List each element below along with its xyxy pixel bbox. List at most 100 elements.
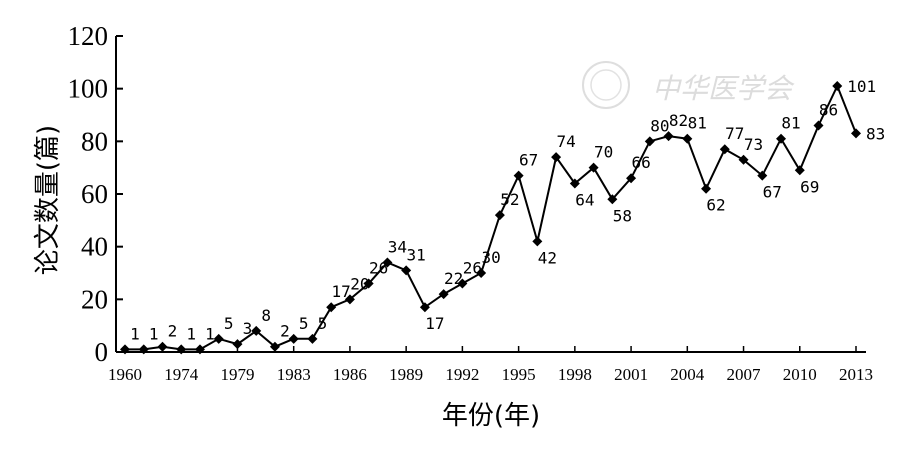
data-point-marker	[251, 325, 262, 336]
y-tick-label: 60	[81, 179, 108, 209]
x-tick-label: 1992	[445, 365, 479, 384]
data-label: 64	[575, 190, 594, 209]
data-point-marker	[569, 178, 580, 189]
data-label: 42	[538, 248, 557, 267]
data-point-marker	[382, 257, 393, 268]
data-label: 31	[407, 245, 426, 264]
data-point-marker	[269, 341, 280, 352]
data-label: 2	[280, 322, 290, 341]
data-point-marker	[457, 278, 468, 289]
data-point-marker	[232, 339, 243, 350]
data-point-marker	[738, 154, 749, 165]
data-point-marker	[701, 183, 712, 194]
data-point-marker	[307, 333, 318, 344]
data-label: 34	[388, 237, 407, 256]
data-label: 67	[519, 151, 538, 170]
y-tick-label: 40	[81, 232, 108, 262]
data-label: 81	[688, 114, 707, 133]
data-point-marker	[588, 162, 599, 173]
data-point-marker	[419, 302, 430, 313]
x-tick-label: 1995	[502, 365, 536, 384]
data-point-marker	[438, 289, 449, 300]
data-point-marker	[626, 173, 637, 184]
data-label: 5	[224, 314, 234, 333]
data-point-marker	[157, 341, 168, 352]
data-label: 2	[168, 322, 178, 341]
data-point-marker	[551, 152, 562, 163]
y-tick-label: 0	[95, 337, 109, 367]
data-point-marker	[344, 294, 355, 305]
data-label: 80	[650, 116, 669, 135]
x-tick-label: 1986	[333, 365, 367, 384]
data-point-marker	[813, 120, 824, 131]
y-tick-label: 20	[81, 284, 108, 314]
data-label: 26	[369, 259, 388, 278]
data-point-marker	[719, 144, 730, 155]
data-point-marker	[663, 131, 674, 142]
data-label: 20	[350, 274, 369, 293]
series-markers	[120, 81, 861, 355]
y-axis-ticks: 0 20 40 60 80 100 120	[68, 21, 123, 367]
data-point-marker	[194, 344, 205, 355]
data-label: 73	[744, 135, 763, 154]
data-point-marker	[794, 165, 805, 176]
x-tick-label: 2007	[727, 365, 762, 384]
data-point-marker	[532, 236, 543, 247]
data-label: 74	[556, 132, 575, 151]
data-label: 5	[318, 314, 328, 333]
data-label: 66	[631, 153, 650, 172]
watermark	[582, 61, 630, 109]
data-point-marker	[326, 302, 337, 313]
y-tick-label: 100	[68, 74, 109, 104]
x-tick-label: 1989	[389, 365, 423, 384]
data-point-marker	[644, 136, 655, 147]
series-line	[125, 83, 857, 351]
x-axis-title: 年份(年)	[442, 401, 540, 431]
data-point-marker	[513, 170, 524, 181]
data-label: 69	[800, 177, 819, 196]
x-tick-label: 1979	[220, 365, 254, 384]
data-label: 52	[500, 190, 519, 209]
x-tick-label: 2013	[839, 365, 873, 384]
data-label: 58	[613, 206, 632, 225]
data-point-marker	[476, 268, 487, 278]
data-label: 22	[444, 269, 463, 288]
data-point-marker	[176, 344, 187, 355]
data-label: 70	[594, 143, 613, 162]
y-axis-title: 论文数量(篇)	[33, 125, 63, 275]
x-tick-label: 2010	[783, 365, 817, 384]
data-label: 86	[819, 101, 838, 120]
data-label: 62	[706, 196, 725, 215]
data-label: 26	[463, 259, 482, 278]
watermark-seal-icon	[582, 61, 630, 109]
data-label: 83	[866, 124, 885, 143]
data-label: 30	[481, 248, 500, 267]
data-label: 67	[763, 183, 782, 202]
data-point-marker	[607, 194, 618, 205]
data-point-marker	[120, 344, 130, 355]
watermark-text: 中华医学会	[652, 72, 795, 105]
data-point-marker	[288, 333, 299, 344]
x-tick-label: 2004	[670, 365, 705, 384]
data-label: 81	[781, 114, 800, 133]
data-point-marker	[851, 128, 861, 139]
data-point-marker	[213, 333, 224, 344]
x-tick-label: 1960	[108, 365, 142, 384]
x-tick-label: 1974	[164, 365, 199, 384]
data-point-marker	[776, 133, 787, 144]
data-label: 3	[243, 319, 253, 338]
data-label: 5	[299, 314, 309, 333]
data-point-marker	[401, 265, 412, 276]
data-label: 1	[130, 324, 140, 343]
data-point-marker	[494, 210, 505, 221]
data-label: 82	[669, 111, 688, 130]
data-point-marker	[363, 278, 374, 289]
y-tick-label: 80	[81, 126, 108, 156]
x-tick-label: 1983	[277, 365, 311, 384]
data-label: 17	[425, 314, 444, 333]
data-label: 1	[186, 324, 196, 343]
data-label: 17	[332, 282, 351, 301]
y-tick-label: 120	[68, 21, 109, 51]
